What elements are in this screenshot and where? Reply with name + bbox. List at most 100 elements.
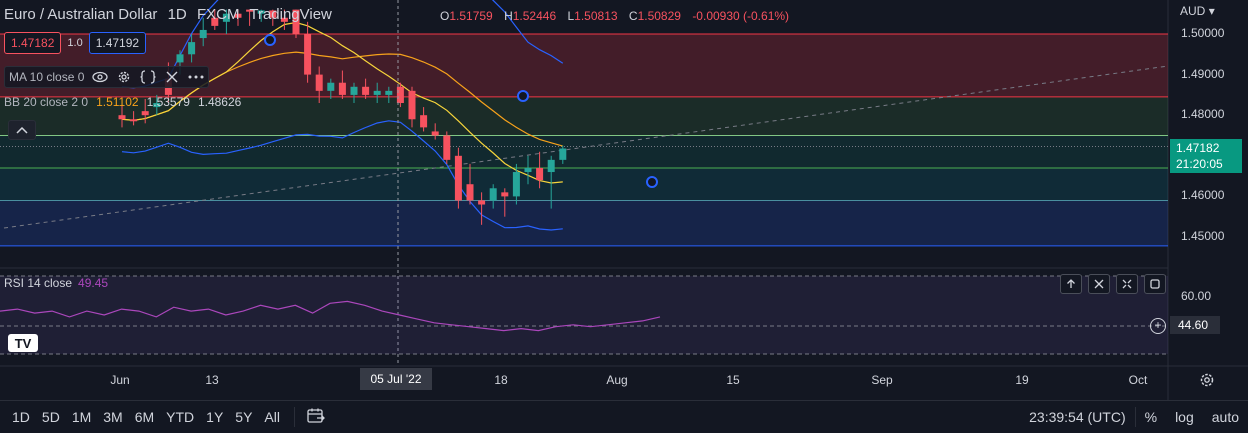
price-tick: 1.46000: [1181, 188, 1225, 203]
candle-body: [176, 54, 184, 63]
utc-clock[interactable]: 23:39:54 (UTC): [1029, 409, 1126, 425]
candle-body: [315, 74, 323, 91]
gear-icon[interactable]: [116, 69, 132, 85]
chevron-up-icon: [16, 126, 28, 134]
candle-body: [280, 17, 288, 22]
fib-zone: [0, 135, 1168, 168]
candle-body: [443, 135, 451, 160]
candle-body: [524, 167, 532, 173]
spread-value: 1.0: [67, 37, 83, 49]
time-tick: Aug: [606, 373, 628, 387]
auto-scale-toggle[interactable]: auto: [1211, 409, 1239, 425]
bar-countdown: 21:20:05: [1176, 157, 1223, 171]
candle-body: [547, 159, 555, 173]
rsi-label: RSI 14 close: [4, 276, 73, 290]
bb-lower-value: 1.48626: [197, 95, 242, 109]
range-ytd[interactable]: YTD: [166, 409, 195, 425]
crosshair-date-label: 05 Jul '22: [360, 368, 432, 390]
trend-anchor-point: [517, 90, 529, 102]
candle-body: [257, 10, 265, 14]
range-5y[interactable]: 5Y: [235, 409, 253, 425]
add-alert-button[interactable]: +: [1150, 318, 1166, 334]
log-scale-toggle[interactable]: log: [1175, 409, 1194, 425]
bb-lower-line: [121, 120, 563, 231]
legend-collapse-button[interactable]: [8, 120, 36, 140]
rsi-value: 49.45: [78, 276, 109, 290]
high-value: 1.52446: [512, 9, 557, 23]
bb-upper-line: [121, 0, 564, 89]
trade-buttons: 1.47182 1.0 1.47192: [4, 32, 147, 54]
rsi-current-label: 44.60: [1170, 316, 1220, 334]
candle-body: [211, 17, 219, 26]
current-price-value: 1.47182: [1176, 141, 1220, 155]
candle-body: [130, 119, 138, 122]
open-label: O: [440, 9, 450, 23]
candle-body: [234, 13, 242, 18]
ma-indicator-legend[interactable]: MA 10 close 0: [4, 66, 210, 88]
rsi-tick: 60.00: [1181, 289, 1212, 303]
pane-move-up-button[interactable]: [1060, 274, 1082, 294]
candle-body: [501, 192, 509, 197]
bb-upper-value: 1.53579: [146, 95, 190, 109]
candle-body: [246, 9, 254, 12]
symbol-title[interactable]: Euro / Australian Dollar: [4, 6, 158, 23]
range-6m[interactable]: 6M: [134, 409, 155, 425]
bb-indicator-legend[interactable]: BB 20 close 2 0 1.51102 1.53579 1.48626: [4, 95, 241, 109]
candle-body: [420, 115, 428, 128]
bb-basis-value: 1.51102: [96, 95, 139, 109]
candle-body: [512, 172, 520, 197]
pane-close-button[interactable]: [1088, 274, 1110, 294]
candle-body: [385, 90, 393, 95]
ma-line: [121, 21, 563, 184]
divider: [293, 407, 295, 427]
bottom-right-controls: 23:39:54 (UTC) % log auto: [1020, 407, 1248, 427]
percent-scale-toggle[interactable]: %: [1144, 409, 1158, 425]
candle-body: [559, 148, 567, 160]
pane-controls: [1060, 274, 1166, 294]
price-tick: 1.50000: [1181, 26, 1225, 40]
gear-icon[interactable]: [1199, 372, 1215, 391]
low-value: 1.50813: [574, 9, 618, 23]
calendar-range-icon[interactable]: [307, 408, 325, 427]
ohlc-readout: O1.51759 H1.52446 L1.50813 C1.50829 -0.0…: [440, 9, 797, 23]
fib-zone: [0, 96, 1168, 136]
buy-button[interactable]: 1.47192: [88, 32, 147, 54]
close-icon[interactable]: [164, 69, 180, 85]
rsi-line: [0, 300, 661, 332]
more-icon[interactable]: [188, 69, 204, 85]
interval-label[interactable]: 1D: [167, 6, 187, 23]
arrow-up-icon: [1067, 279, 1075, 288]
sell-button[interactable]: 1.47182: [4, 32, 62, 54]
currency-unit-label: AUD: [1180, 4, 1206, 18]
time-tick: 15: [726, 373, 740, 387]
candle-body: [373, 90, 381, 95]
currency-unit[interactable]: AUD ▾: [1180, 4, 1215, 18]
range-1y[interactable]: 1Y: [206, 409, 224, 425]
candle-body: [141, 111, 149, 116]
close-value: 1.50829: [637, 9, 681, 23]
price-tick: 1.49000: [1181, 66, 1225, 81]
range-1d[interactable]: 1D: [12, 409, 30, 425]
candle-body: [454, 155, 462, 201]
range-5d[interactable]: 5D: [41, 409, 60, 425]
collapse-icon: [1122, 279, 1132, 289]
candle-body: [489, 188, 497, 201]
change-value: -0.00930 (-0.61%): [692, 9, 790, 23]
bottom-toolbar: 1D 5D 1M 3M 6M YTD 1Y 5Y All 23:39:54 (U…: [0, 400, 1248, 433]
candle-body: [327, 82, 335, 91]
time-tick: 13: [205, 373, 219, 387]
pane-maximize-button[interactable]: [1144, 274, 1166, 294]
rsi-legend[interactable]: RSI 14 close 49.45: [4, 276, 108, 290]
pane-collapse-button[interactable]: [1116, 274, 1138, 294]
close-label: C: [628, 9, 638, 23]
tradingview-logo[interactable]: TV: [8, 334, 38, 352]
time-tick: Oct: [1128, 373, 1148, 387]
braces-icon[interactable]: [140, 69, 156, 85]
range-1m[interactable]: 1M: [71, 409, 92, 425]
eye-icon[interactable]: [92, 69, 109, 85]
range-3m[interactable]: 3M: [103, 409, 123, 425]
candle-body: [362, 86, 370, 95]
bb-label: BB 20 close 2 0: [4, 95, 89, 109]
range-all[interactable]: All: [264, 409, 280, 425]
